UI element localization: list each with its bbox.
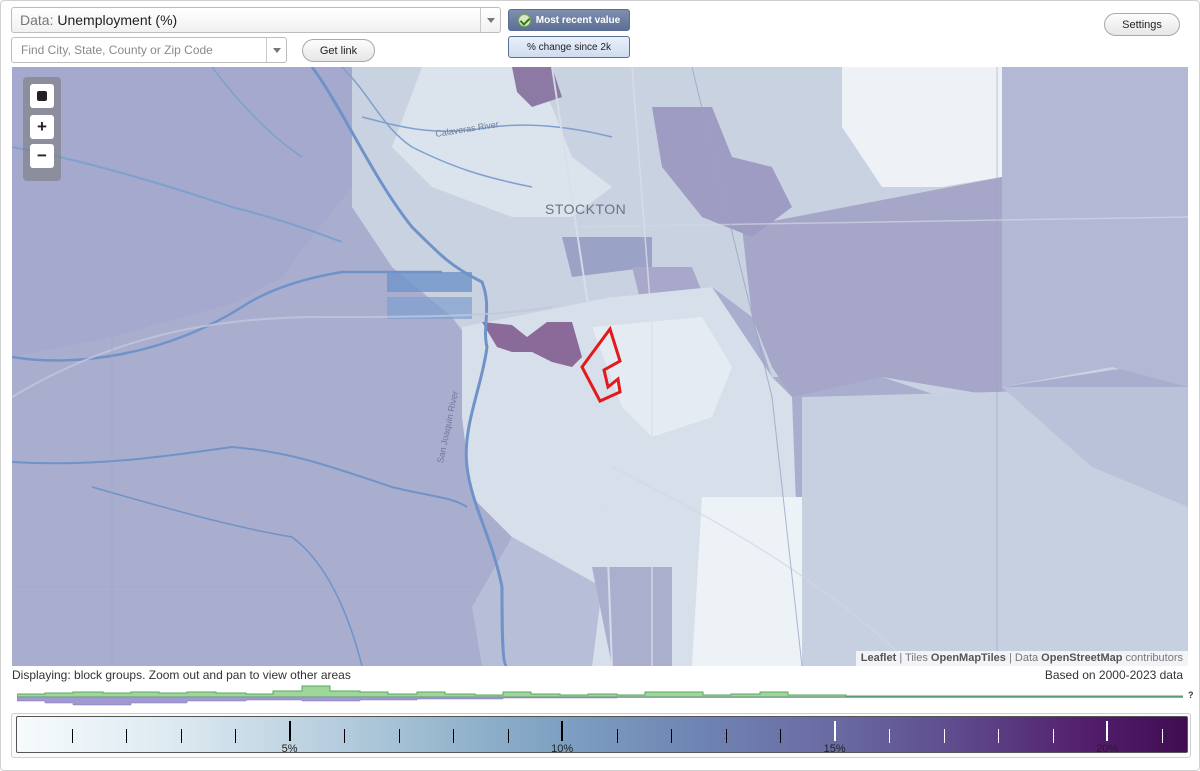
selected-area-outline [580,325,622,403]
toggle-change-label: % change since 2k [527,41,611,53]
legend-label: 15% [823,743,846,755]
location-search[interactable] [11,37,287,63]
search-input[interactable] [12,38,262,62]
tiles-link[interactable]: OpenMapTiles [930,652,1006,664]
legend-minor-tick [1052,729,1054,743]
legend-label: 5% [281,743,298,755]
legend-minor-tick [126,729,128,743]
legend-color-ramp: 5% 10% 15% 20% [16,716,1188,755]
most-recent-value-toggle[interactable]: Most recent value [508,9,630,31]
color-legend: 5% 10% 15% 20% [11,713,1191,758]
legend-major-tick [833,721,836,741]
fullscreen-icon [34,88,50,104]
legend-label: 10% [551,743,574,755]
legend-minor-tick [1161,729,1163,743]
legend-minor-tick [943,729,945,743]
legend-minor-tick [725,729,727,743]
legend-minor-tick [235,729,237,743]
zoom-in-button[interactable]: + [30,115,54,139]
unknown-values-mark: ? [1188,690,1194,700]
toggle-recent-label: Most recent value [535,14,621,26]
percent-change-toggle[interactable]: % change since 2k [508,36,630,58]
legend-major-tick [288,721,291,741]
fullscreen-button[interactable] [30,84,54,108]
city-label: STOCKTON [545,201,627,217]
display-level-note: Displaying: block groups. Zoom out and p… [12,668,351,682]
map-view[interactable]: STOCKTON Calaveras River San Joaquin Riv… [12,67,1188,666]
attribution-text: | Data [1005,652,1042,664]
legend-label: 20% [1096,743,1119,755]
legend-minor-tick [453,729,455,743]
legend-minor-tick [889,729,891,743]
data-select[interactable]: Data: Unemployment (%) [11,7,501,33]
settings-button[interactable]: Settings [1104,13,1180,36]
checkmark-icon [517,13,531,27]
map-attribution: Leaflet | Tiles OpenMapTiles | Data Open… [855,651,1188,666]
get-link-button[interactable]: Get link [302,39,375,62]
legend-minor-tick [998,729,1000,743]
distribution-histogram [17,685,1183,706]
legend-major-tick [1106,721,1109,741]
legend-minor-tick [780,729,782,743]
data-select-prefix: Data: [20,12,54,28]
choropleth-layer [12,67,1188,666]
attribution-text: | Tiles [896,652,931,664]
zoom-out-button[interactable]: − [30,144,54,168]
legend-minor-tick [344,729,346,743]
chevron-down-icon[interactable] [480,8,500,32]
legend-minor-tick [616,729,618,743]
data-select-value: Unemployment (%) [57,12,178,28]
legend-minor-tick [671,729,673,743]
chevron-down-icon[interactable] [266,38,286,62]
legend-minor-tick [180,729,182,743]
data-range-note: Based on 2000-2023 data [1044,668,1183,682]
attribution-text: contributors [1122,652,1183,664]
legend-minor-tick [507,729,509,743]
legend-minor-tick [398,729,400,743]
zoom-control: + − [23,77,61,181]
legend-major-tick [561,721,564,741]
osm-link[interactable]: OpenStreetMap [1041,652,1123,664]
leaflet-link[interactable]: Leaflet [860,652,897,664]
legend-minor-tick [71,729,73,743]
